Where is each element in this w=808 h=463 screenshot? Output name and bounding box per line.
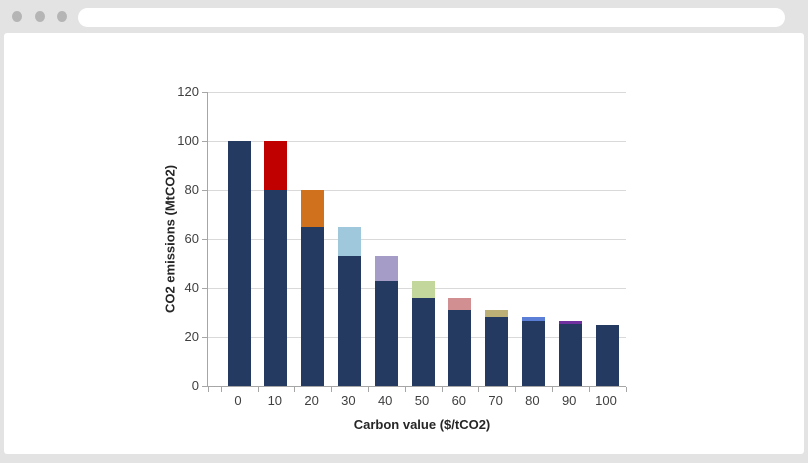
y-axis-tick (202, 239, 208, 240)
y-axis-tick (202, 141, 208, 142)
bar-base-segment (301, 226, 325, 386)
x-tick-label: 20 (304, 393, 319, 408)
window-dot-icon[interactable] (35, 11, 45, 22)
bar-base-segment (337, 256, 361, 386)
x-tick-label: 10 (267, 393, 283, 408)
gridline (208, 239, 626, 240)
bar-base-segment (521, 321, 545, 386)
x-tick-label: 80 (525, 393, 540, 408)
bar-base-segment (227, 141, 251, 386)
bar-increment-segment (485, 310, 509, 318)
x-tick-label: 100 (595, 393, 617, 408)
x-tick-label: 50 (414, 393, 430, 408)
plot-area (202, 92, 627, 392)
x-axis-tick (257, 387, 259, 392)
bar-base-segment (558, 323, 582, 386)
x-tick-label: 30 (341, 393, 356, 408)
y-tick-label: 60 (184, 231, 199, 246)
address-bar[interactable] (78, 8, 785, 27)
y-tick-label: 80 (184, 182, 199, 197)
bar-increment-segment (411, 280, 435, 298)
y-tick-label: 120 (177, 84, 199, 99)
x-tick-label: 70 (488, 393, 503, 408)
gridline (208, 190, 626, 191)
x-axis-tick (625, 387, 627, 392)
y-axis-tick (202, 337, 208, 338)
y-axis-tick (202, 92, 208, 93)
x-axis-tick (220, 387, 222, 392)
y-axis-tick (202, 386, 208, 387)
bar-base-segment (411, 297, 435, 386)
x-tick-label: 0 (234, 393, 242, 408)
y-axis-tick (202, 288, 208, 289)
bar-increment-segment (264, 141, 288, 190)
bar-increment-segment (374, 256, 398, 281)
x-tick-label: 60 (451, 393, 467, 408)
x-axis-tick (441, 387, 443, 392)
window-dot-icon[interactable] (57, 11, 67, 22)
bar-increment-segment (558, 321, 582, 324)
x-axis-tick (552, 387, 553, 392)
bar-base-segment (485, 317, 509, 386)
bar-base-segment (595, 324, 619, 386)
x-axis-tick (404, 387, 406, 392)
y-tick-label: 40 (184, 280, 199, 295)
bar-increment-segment (448, 297, 472, 311)
bar-base-segment (374, 280, 398, 386)
gridline (208, 141, 626, 142)
x-axis-title: Carbon value ($/tCO2) (353, 417, 491, 432)
content-card: CO2 emissions (MtCO2) Carbon value ($/tC… (4, 33, 804, 454)
x-axis-tick (588, 387, 590, 392)
x-axis-tick (515, 387, 517, 392)
window-dot-icon[interactable] (12, 11, 22, 22)
x-axis-tick (294, 387, 296, 392)
x-tick-label: 90 (561, 393, 577, 408)
window-titlebar (0, 0, 808, 33)
bar-base-segment (448, 310, 472, 386)
gridline (208, 92, 626, 93)
bar-base-segment (264, 190, 288, 386)
bar-increment-segment (337, 226, 361, 257)
x-axis-tick (368, 387, 369, 392)
y-axis-tick (202, 190, 208, 191)
y-tick-label: 20 (184, 329, 199, 344)
x-axis-tick (208, 387, 209, 392)
x-axis-tick (331, 387, 333, 392)
bar-increment-segment (301, 190, 325, 227)
bar-increment-segment (521, 317, 545, 322)
x-tick-label: 40 (377, 393, 393, 408)
y-tick-label: 100 (177, 133, 199, 148)
x-axis-tick (478, 387, 480, 392)
y-tick-label: 0 (191, 378, 199, 393)
